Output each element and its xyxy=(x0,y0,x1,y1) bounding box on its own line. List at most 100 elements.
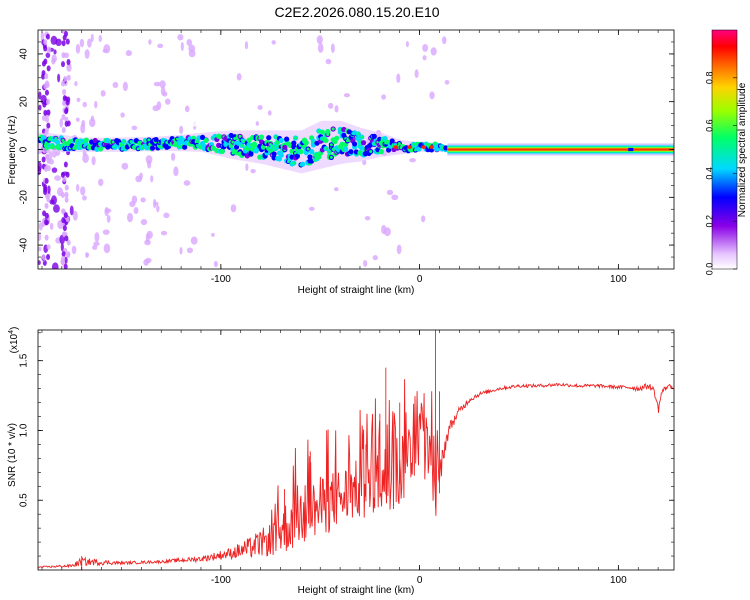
spectrogram-speckle xyxy=(162,91,168,97)
spectrogram-speckle xyxy=(41,115,46,122)
spectrogram-halo xyxy=(317,122,320,170)
spectrogram-speckle xyxy=(98,34,102,43)
spectrogram-speckle xyxy=(45,80,50,87)
colorbar-tick-label: 0.0 xyxy=(704,263,714,276)
spectrogram-speckle xyxy=(154,201,159,206)
spectrogram-speckle xyxy=(100,90,106,97)
spectrogram-speckle xyxy=(257,105,263,110)
spectrogram-speckle xyxy=(60,242,64,252)
spectrogram-ridge xyxy=(203,137,209,144)
spectrogram-speckle xyxy=(102,48,108,53)
spectrogram-speckle xyxy=(429,91,435,100)
spectrogram-speckle xyxy=(81,119,86,128)
y-tick-label: -40 xyxy=(19,237,30,252)
spectrogram-speckle xyxy=(88,118,96,128)
spectrogram-speckle xyxy=(66,58,71,65)
spectrogram-speckle xyxy=(120,112,125,118)
spectrogram-speckle xyxy=(60,61,65,68)
spectrogram-speckle xyxy=(156,205,160,213)
spectrogram-ridge xyxy=(371,133,377,139)
spectrogram-halo xyxy=(49,133,53,152)
spectrogram-speckle xyxy=(46,109,51,116)
spectrogram-speckle xyxy=(44,177,49,184)
spectrogram-ridge-core xyxy=(238,134,242,138)
spectrogram-speckle xyxy=(82,101,87,108)
snr-ylabel: SNR (10 * v/v) xyxy=(7,423,18,487)
spectrogram-speckle xyxy=(325,58,332,65)
spectrogram-stable-marker xyxy=(628,147,634,152)
spectrogram-speckle xyxy=(65,171,70,178)
spectrogram-speckle xyxy=(54,175,62,181)
spectrogram-ridge-core xyxy=(229,144,233,148)
spectrogram-speckle xyxy=(396,73,401,83)
snr-xlabel: Height of straight line (km) xyxy=(298,585,415,596)
spectrogram-speckle xyxy=(63,75,68,82)
spectrogram-speckle xyxy=(64,120,69,127)
spectrogram-ridge xyxy=(219,148,225,155)
spectrogram-speckle xyxy=(422,55,427,61)
spectrogram-stable-band xyxy=(447,148,674,151)
spectrogram-ridge-core xyxy=(358,140,362,144)
spectrogram-speckle xyxy=(44,212,49,219)
spectrogram-ridge xyxy=(352,141,358,147)
spectrogram-speckle xyxy=(316,35,323,45)
spectrogram-speckle xyxy=(38,91,42,100)
spectrogram-speckle xyxy=(65,99,70,106)
spectrogram-speckle xyxy=(60,80,65,87)
spectrogram-speckle xyxy=(72,210,78,221)
spectrogram-ridge-core xyxy=(317,155,321,159)
spectrogram-speckle xyxy=(374,66,381,71)
spectrogram-speckle xyxy=(82,153,89,164)
spectrogram-ridge xyxy=(334,135,340,141)
spectrogram-ridge-core xyxy=(356,132,360,136)
spectrogram-speckle xyxy=(441,36,447,45)
spectrogram-speckle xyxy=(421,215,426,223)
y-tick-label: 1.5 xyxy=(19,353,30,367)
spectrogram-speckle xyxy=(244,41,249,50)
spectrogram-ridge xyxy=(307,154,313,160)
spectrogram-speckle xyxy=(140,197,146,203)
spectrogram-speckle xyxy=(93,241,100,247)
spectrogram-speckle xyxy=(271,40,276,45)
spectrogram-halo xyxy=(135,137,139,152)
spectrogram-speckle xyxy=(60,191,65,198)
spectrogram-ridge xyxy=(233,144,240,150)
spectrogram-speckle xyxy=(47,185,51,195)
spectrogram-speckle xyxy=(46,98,51,105)
spectrogram-speckle xyxy=(42,101,47,108)
spectrogram-speckle xyxy=(81,195,87,201)
spectrogram-speckle xyxy=(125,50,133,57)
spectrogram-ridge-core xyxy=(61,138,65,142)
spectrogram-speckle xyxy=(64,184,69,191)
spectrogram-ridge xyxy=(360,140,367,146)
spectrogram-speckle xyxy=(51,262,59,269)
spectrogram-ridge-core xyxy=(304,141,308,145)
spectrogram-halo xyxy=(364,129,368,161)
spectrogram-speckle xyxy=(171,152,176,161)
spectrogram-speckle xyxy=(98,178,104,187)
spectrogram-speckle xyxy=(386,189,394,196)
spectrogram-speckle xyxy=(44,73,49,80)
snr-exponent-power: 4 xyxy=(8,330,15,334)
spectrogram-speckle xyxy=(362,159,367,166)
spectrogram-speckle xyxy=(62,95,67,102)
spectrogram-ridge-core xyxy=(329,155,333,159)
spectrogram-ridge-core xyxy=(45,141,49,145)
spectrogram-ridge-core xyxy=(251,136,255,140)
spectrogram-ridge xyxy=(258,134,265,140)
spectrogram-ridge xyxy=(389,138,395,144)
spectrogram-speckle xyxy=(49,222,54,230)
spectrogram-speckle xyxy=(177,34,184,41)
spectrogram-ridge-core xyxy=(344,143,348,147)
spectrogram-speckle xyxy=(46,244,51,250)
spectrogram-speckle xyxy=(108,91,114,101)
spectrogram-speckle xyxy=(381,94,387,100)
spectrogram-halo xyxy=(321,120,325,169)
spectrogram-speckle xyxy=(405,41,409,48)
spectrogram-ridge-core xyxy=(276,140,280,144)
spectrogram-speckle xyxy=(106,215,111,223)
spectrogram-ridge-core xyxy=(328,150,332,154)
spectrogram-speckle xyxy=(90,33,94,43)
spectrogram-halo xyxy=(314,123,318,170)
spectrogram-speckle xyxy=(190,236,198,245)
